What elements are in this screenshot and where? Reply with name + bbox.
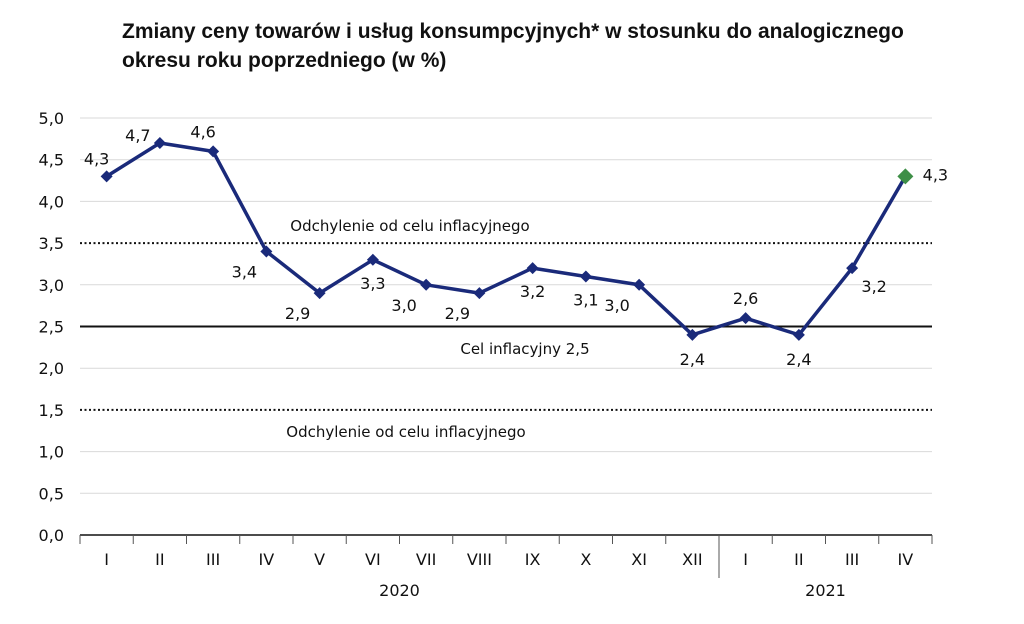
data-point-marker: [897, 168, 914, 185]
x-tick-label: I: [104, 550, 109, 569]
data-point-marker: [420, 278, 433, 291]
reference-lines: Odchylenie od celu inflacyjnego Cel infla…: [80, 217, 932, 441]
data-label: 4,3: [84, 149, 109, 168]
data-point-marker: [313, 287, 326, 300]
x-tick-label: III: [845, 550, 859, 569]
year-label: 2020: [379, 581, 420, 600]
data-label: 3,2: [861, 277, 886, 296]
series: [100, 137, 914, 341]
data-label: 2,4: [786, 350, 811, 369]
cpi-series-line: [105, 141, 907, 337]
data-label: 3,1: [573, 290, 598, 309]
y-tick-label: 4,0: [39, 192, 64, 211]
data-point-marker: [153, 137, 166, 150]
data-label: 3,4: [232, 262, 257, 281]
data-point-marker: [579, 270, 592, 283]
reference-line-label: Odchylenie od celu inflacyjnego: [286, 423, 525, 441]
data-label: 3,2: [520, 282, 545, 301]
reference-line-label: Odchylenie od celu inflacyjnego: [290, 217, 529, 235]
x-tick-label: IX: [525, 550, 541, 569]
data-label: 4,3: [923, 165, 948, 184]
x-tick-label: VIII: [467, 550, 492, 569]
year-label: 2021: [805, 581, 846, 600]
chart-title-line-2: okresu roku poprzedniego (w %): [122, 49, 447, 72]
y-tick-label: 3,5: [39, 234, 64, 253]
data-label: 4,7: [125, 126, 150, 145]
data-labels: 4,3 4,7 4,6 3,4 2,9 3,3 3,0 2,9 3,2 3,1 3,0 2,4 2,6 2…: [84, 122, 948, 368]
x-tick-label: XII: [682, 550, 702, 569]
data-point-marker: [686, 328, 699, 341]
data-point-marker: [846, 262, 859, 275]
data-label: 2,9: [445, 304, 470, 323]
x-tick-label: V: [314, 550, 325, 569]
y-tick-label: 0,5: [39, 484, 64, 503]
y-tick-label: 0,0: [39, 526, 64, 545]
y-tick-label: 5,0: [39, 109, 64, 128]
data-point-marker: [260, 245, 273, 258]
y-tick-label: 3,0: [39, 276, 64, 295]
data-point-marker: [526, 262, 539, 275]
x-tick-label: XI: [631, 550, 647, 569]
x-tick-label: VII: [416, 550, 436, 569]
data-label: 2,4: [680, 350, 705, 369]
data-point-marker: [366, 253, 379, 266]
data-point-marker: [739, 312, 752, 325]
data-point-marker: [207, 145, 220, 158]
y-tick-label: 2,5: [39, 318, 64, 337]
data-label: 4,6: [190, 122, 215, 141]
y-tick-label: 1,0: [39, 443, 64, 462]
reference-line-label: Cel inflacyjny 2,5: [460, 340, 589, 358]
y-tick-label: 4,5: [39, 151, 64, 170]
x-tick-label: III: [206, 550, 220, 569]
data-point-marker: [792, 328, 805, 341]
x-tick-label: IV: [898, 550, 914, 569]
data-label: 3,0: [391, 296, 416, 315]
x-tick-label: VI: [365, 550, 381, 569]
axes: 0,00,51,01,52,02,53,03,54,04,55,0I II III I…: [39, 109, 933, 600]
gridlines: [80, 117, 932, 494]
chart-title: Zmiany ceny towarów i usług konsumpcyjny…: [122, 17, 1002, 75]
x-tick-label: I: [743, 550, 748, 569]
data-label: 3,0: [604, 296, 629, 315]
y-tick-label: 2,0: [39, 359, 64, 378]
x-tick-label: II: [794, 550, 803, 569]
data-label: 2,9: [285, 304, 310, 323]
chart-title-line-1: Zmiany ceny towarów i usług konsumpcyjny…: [122, 20, 904, 43]
data-point-marker: [473, 287, 486, 300]
data-label: 3,3: [360, 274, 385, 293]
x-tick-label: X: [580, 550, 591, 569]
y-tick-label: 1,5: [39, 401, 64, 420]
data-label: 2,6: [733, 289, 758, 308]
x-tick-label: II: [155, 550, 164, 569]
data-point-marker: [633, 278, 646, 291]
x-tick-label: IV: [259, 550, 275, 569]
data-point-marker: [100, 170, 113, 183]
